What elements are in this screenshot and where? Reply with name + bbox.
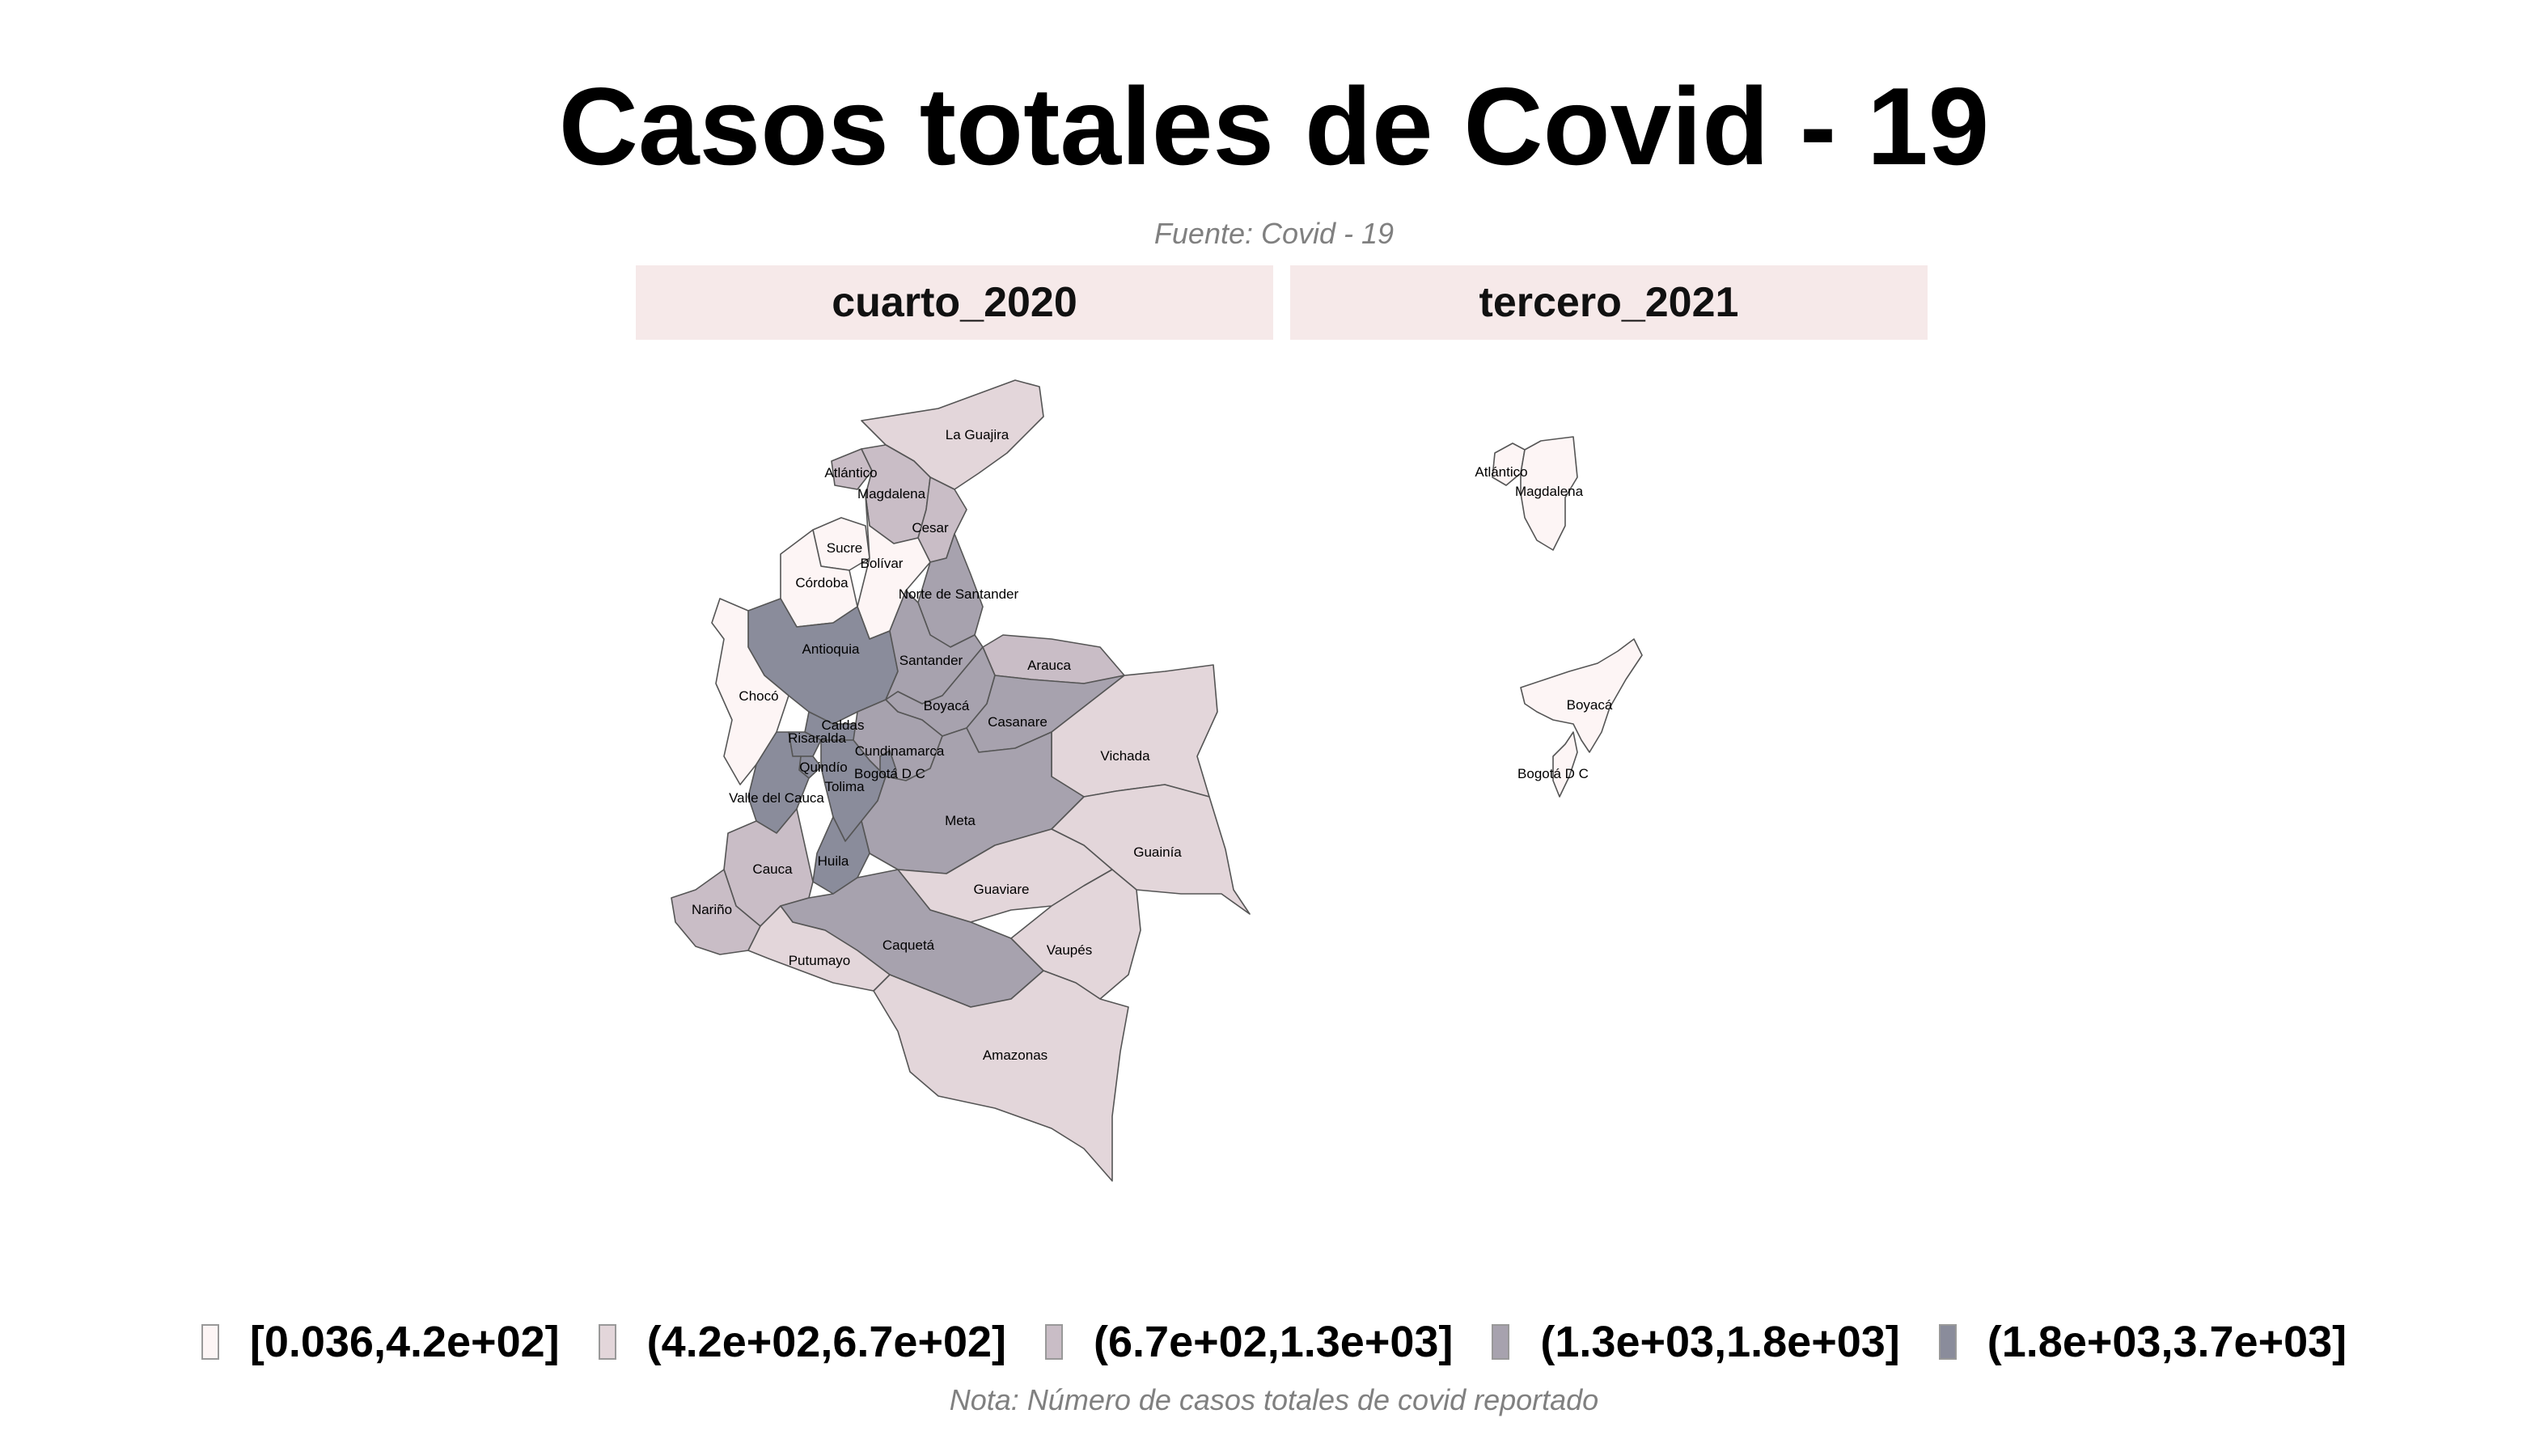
region-label-amazonas: Amazonas <box>983 1048 1048 1063</box>
panel-header-cuarto-2020: cuarto_2020 <box>636 265 1273 340</box>
chart-title: Casos totales de Covid - 19 <box>558 65 1990 188</box>
region-label-magdalena: Magdalena <box>1515 484 1584 499</box>
legend-item: (1.3e+03,1.8e+03] <box>1492 1317 1900 1367</box>
legend-label: (6.7e+02,1.3e+03] <box>1094 1318 1454 1366</box>
legend-swatch <box>1045 1324 1064 1360</box>
region-boyaca <box>1520 638 1643 753</box>
region-magdalena <box>1520 436 1578 551</box>
chart-subtitle: Fuente: Covid - 19 <box>1153 217 1395 250</box>
region-bogota-d-c <box>1552 731 1578 798</box>
region-choco <box>711 598 789 785</box>
region-label-choco: Chocó <box>739 688 778 704</box>
region-label-caqueta: Caquetá <box>882 938 935 953</box>
panel-header-tercero-2021: tercero_2021 <box>1290 265 1928 340</box>
legend-swatch <box>201 1324 219 1360</box>
region-label-atlantico: Atlántico <box>1475 464 1527 480</box>
region-atlantico <box>831 448 873 490</box>
legend-label: (4.2e+02,6.7e+02] <box>646 1318 1007 1366</box>
region-label-boyaca: Boyacá <box>1567 697 1613 713</box>
region-label-caldas: Caldas <box>822 717 865 733</box>
region-label-boyaca: Boyacá <box>924 698 970 713</box>
region-label-casanare: Casanare <box>988 714 1048 730</box>
region-label-narino: Nariño <box>692 902 732 917</box>
region-label-la-guajira: La Guajira <box>946 427 1009 442</box>
region-label-tolima: Tolima <box>824 779 865 794</box>
chart-note: Nota: Número de casos totales de covid r… <box>949 1383 1599 1416</box>
legend-item: (4.2e+02,6.7e+02] <box>598 1317 1007 1367</box>
region-label-guaviare: Guaviare <box>974 882 1030 897</box>
map-panel-tercero-2021: Atlántico Magdalena Boyacá Bogotá D C <box>1475 436 1643 798</box>
region-label-huila: Huila <box>818 853 849 869</box>
region-label-meta: Meta <box>945 813 976 828</box>
legend-label: (1.8e+03,3.7e+03] <box>1987 1318 2347 1366</box>
legend-swatch <box>1492 1324 1510 1360</box>
region-valle-del-cauca <box>747 731 810 834</box>
region-label-cesar: Cesar <box>912 520 949 535</box>
region-vaupes <box>1010 869 1141 1000</box>
region-label-valle-del-cauca: Valle del Cauca <box>729 790 824 806</box>
legend-item: (6.7e+02,1.3e+03] <box>1045 1317 1453 1367</box>
region-label-antioquia: Antioquia <box>802 641 860 657</box>
region-label-cundinamarca: Cundinamarca <box>855 743 945 759</box>
region-label-atlantico: Atlántico <box>824 465 877 480</box>
region-label-vichada: Vichada <box>1100 748 1150 764</box>
region-label-bogota-d-c: Bogotá D C <box>1517 766 1589 781</box>
region-label-putumayo: Putumayo <box>789 953 851 968</box>
map-panel-cuarto-2020: La GuajiraAtlánticoMagdalenaCesarSucreBo… <box>671 379 1251 1182</box>
region-label-cauca: Cauca <box>752 861 793 877</box>
legend-label: (1.3e+03,1.8e+03] <box>1540 1318 1900 1366</box>
region-label-norte-de-santander: Norte de Santander <box>899 586 1019 602</box>
region-label-santander: Santander <box>899 653 963 668</box>
region-label-quindio: Quindío <box>799 760 848 775</box>
legend-item: [0.036,4.2e+02] <box>201 1317 560 1367</box>
legend-swatch <box>598 1324 616 1360</box>
region-label-arauca: Arauca <box>1027 658 1071 673</box>
region-label-magdalena: Magdalena <box>857 486 926 502</box>
region-label-guainia: Guainía <box>1133 844 1182 860</box>
legend-item: (1.8e+03,3.7e+03] <box>1938 1317 2347 1367</box>
region-label-sucre: Sucre <box>827 540 862 556</box>
region-label-cordoba: Córdoba <box>795 575 849 590</box>
region-label-vaupes: Vaupés <box>1047 942 1092 958</box>
legend: [0.036,4.2e+02] (4.2e+02,6.7e+02] (6.7e+02… <box>0 1317 2548 1367</box>
region-label-risaralda: Risaralda <box>788 730 846 746</box>
legend-label: [0.036,4.2e+02] <box>249 1318 560 1366</box>
region-amazonas <box>873 970 1129 1182</box>
region-label-bolivar: Bolívar <box>861 556 904 571</box>
region-label-bogota-d-c: Bogotá D C <box>854 766 925 781</box>
legend-swatch <box>1938 1324 1957 1360</box>
